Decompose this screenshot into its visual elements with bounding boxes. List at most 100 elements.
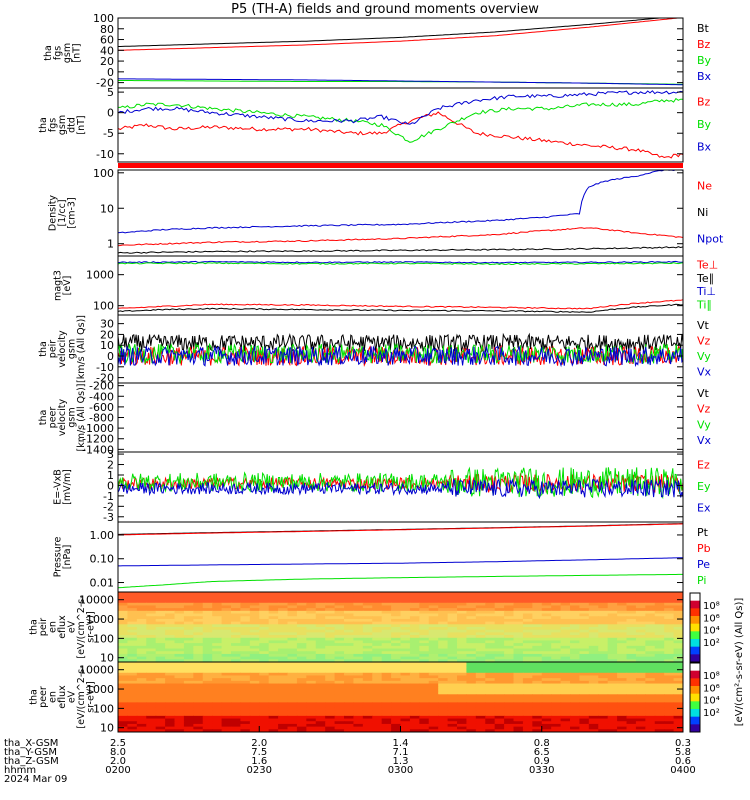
spectrogram-cell xyxy=(457,637,468,642)
spectrogram-cell xyxy=(353,723,364,728)
spectrogram-cell xyxy=(400,624,411,628)
colorbar-band xyxy=(690,608,700,617)
spectrogram-cell xyxy=(673,648,683,652)
spectrogram-cell xyxy=(438,729,449,732)
spectrogram-cell xyxy=(372,645,383,650)
spectrogram-cell xyxy=(231,637,242,642)
spectrogram-cell xyxy=(457,602,468,607)
spectrogram-cell xyxy=(447,618,458,623)
spectrogram-cell xyxy=(268,651,279,655)
y-tick-label: 1.00 xyxy=(90,529,115,542)
spectrogram-cell xyxy=(607,667,618,671)
spectrogram-cell xyxy=(570,616,581,620)
spectrogram-cell xyxy=(560,605,571,609)
spectrogram-cell xyxy=(221,705,232,709)
spectrogram-cell xyxy=(551,718,562,722)
spectrogram-cell xyxy=(522,651,533,655)
spectrogram-cell xyxy=(362,718,373,722)
series-group xyxy=(118,170,683,254)
spectrogram-cell xyxy=(409,718,420,722)
spectrogram-cell xyxy=(183,605,194,609)
y-tick-label: -20 xyxy=(96,372,114,385)
series-group xyxy=(118,90,683,159)
spectrogram-cell xyxy=(240,632,251,636)
spectrogram-cell xyxy=(607,691,618,695)
spectrogram-cell xyxy=(570,653,581,658)
spectrogram-cell xyxy=(315,675,326,679)
spectrogram-cell xyxy=(381,686,392,690)
spectrogram-cell xyxy=(391,688,402,693)
spectrogram-cell xyxy=(127,710,138,714)
spectrogram-cell xyxy=(118,705,129,709)
spectrogram-cell xyxy=(202,637,213,642)
spectrogram-cell xyxy=(287,667,298,671)
spectrogram-cell xyxy=(485,678,496,682)
series-line-Bz xyxy=(118,18,683,51)
spectrogram-cell xyxy=(400,667,411,671)
spectrogram-cell xyxy=(409,637,420,642)
spectrogram-cell xyxy=(466,670,477,674)
spectrogram-cell xyxy=(409,592,420,596)
spectrogram-cell xyxy=(541,618,552,623)
spectrogram-cell xyxy=(428,686,439,690)
spectrogram-cell xyxy=(626,713,637,717)
spectrogram-cell xyxy=(419,653,430,658)
spectrogram-cell xyxy=(315,645,326,650)
spectrogram-cell xyxy=(466,608,477,612)
spectrogram-cell xyxy=(268,686,279,690)
spectrogram-cell xyxy=(334,678,345,682)
spectrogram-cell xyxy=(579,729,590,732)
spectrogram-cell xyxy=(570,718,581,722)
spectrogram-cell xyxy=(466,697,477,701)
spectrogram-cell xyxy=(494,686,505,690)
spectrogram-cell xyxy=(560,683,571,687)
spectrogram-cell xyxy=(560,632,571,636)
spectrogram-cell xyxy=(202,640,213,644)
spectrogram-cell xyxy=(457,667,468,671)
y-axis-label-line: [eV] xyxy=(62,276,73,296)
spectrogram-cell xyxy=(118,645,129,650)
y-axis-label-line: peir xyxy=(48,340,59,359)
spectrogram-cell xyxy=(259,621,270,625)
spectrogram-cell xyxy=(551,688,562,693)
spectrogram-cell xyxy=(664,637,675,642)
spectrogram-cell xyxy=(522,624,533,628)
spectrogram-cell xyxy=(315,632,326,636)
spectrogram-cell xyxy=(334,680,345,685)
spectrogram-cell xyxy=(334,632,345,636)
spectrogram-cell xyxy=(306,713,317,717)
spectrogram-cell xyxy=(457,694,468,698)
spectrogram-cell xyxy=(202,629,213,633)
spectrogram-cell xyxy=(513,718,524,722)
spectrogram-cell xyxy=(513,645,524,650)
y-tick-label: 10 xyxy=(100,339,114,352)
spectrogram-cell xyxy=(381,616,392,620)
spectrogram-cell xyxy=(146,600,157,604)
spectrogram-cell xyxy=(551,656,562,660)
spectrogram-cell xyxy=(278,594,289,598)
spectrogram-cell xyxy=(617,715,628,720)
spectrogram-cell xyxy=(315,683,326,687)
spectrogram-cell xyxy=(635,653,646,658)
spectrogram-cell xyxy=(513,624,524,628)
spectrogram-cell xyxy=(278,721,289,725)
spectrogram-cell xyxy=(560,715,571,720)
spectrogram-cell xyxy=(372,729,383,732)
legend-Te∥: Te∥ xyxy=(696,272,714,285)
spectrogram-cell xyxy=(391,643,402,647)
spectrogram-cell xyxy=(626,678,637,682)
x-tick-label-y: 6.5 xyxy=(534,747,550,758)
spectrogram-cell xyxy=(362,667,373,671)
colorbar-band xyxy=(690,686,700,695)
spectrogram-cell xyxy=(409,629,420,633)
spectrogram-cell xyxy=(325,686,336,690)
spectrogram-cell xyxy=(475,702,486,706)
spectrogram-cell xyxy=(504,632,515,636)
spectrogram-cell xyxy=(560,675,571,679)
spectrogram-cell xyxy=(146,640,157,644)
spectrogram-cell xyxy=(183,616,194,620)
spectrogram-cell xyxy=(287,616,298,620)
spectrogram-cell xyxy=(494,653,505,658)
spectrogram-cell xyxy=(127,726,138,730)
spectrogram-cell xyxy=(409,613,420,617)
